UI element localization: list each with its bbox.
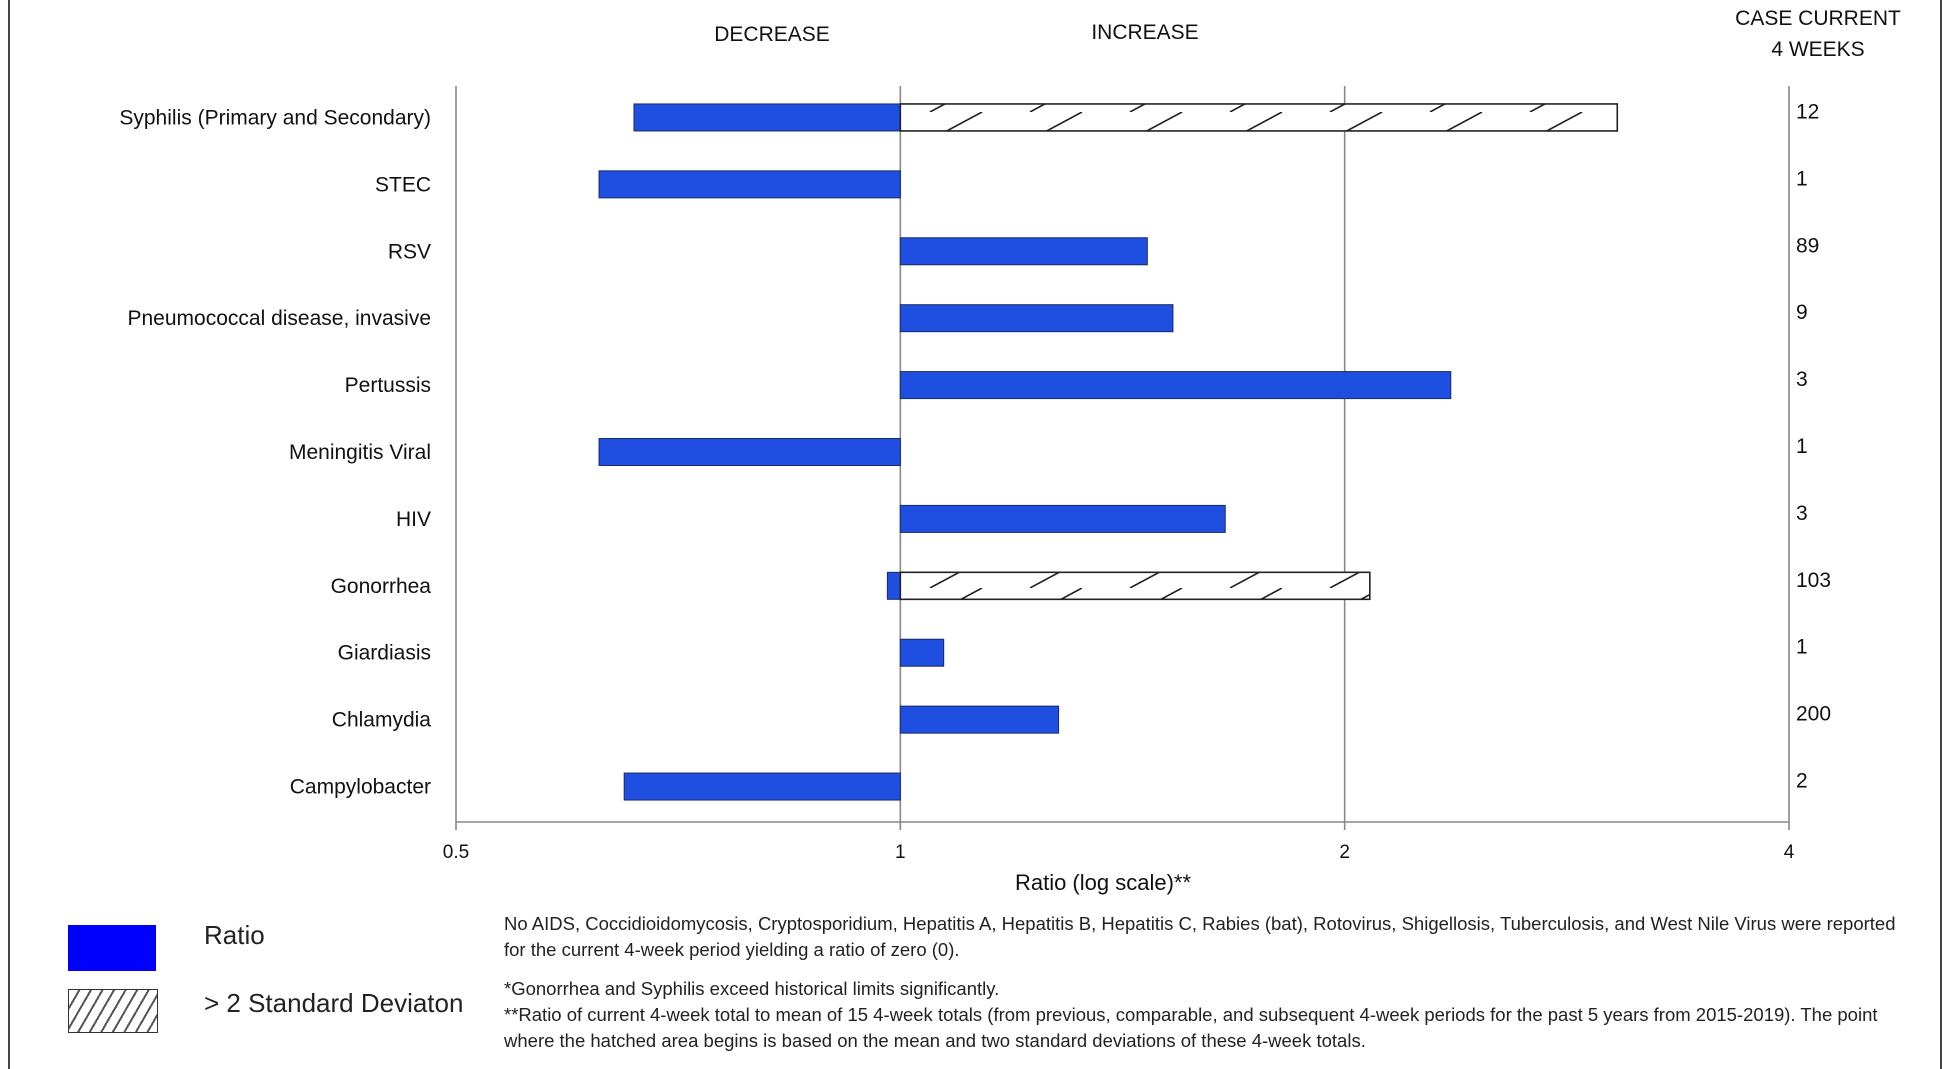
ratio-bar (623, 772, 901, 801)
ratio-bar (899, 638, 945, 667)
ratio-bar (899, 504, 1226, 533)
legend-ratio-label: Ratio (204, 920, 265, 950)
category-label: Syphilis (Primary and Secondary) (119, 106, 431, 129)
case-count: 200 (1796, 703, 1831, 726)
increase-label: INCREASE (1091, 21, 1198, 44)
ratio-bar (598, 438, 901, 466)
ratio-bar (899, 371, 1452, 400)
cases-header-line-1: CASE CURRENT (1735, 7, 1901, 30)
legend-sd-label: > 2 Standard Deviaton (204, 988, 464, 1018)
ratio-bar (886, 571, 901, 600)
x-axis-title: Ratio (log scale)** (1015, 870, 1192, 895)
x-tick-label: 2 (1339, 842, 1350, 863)
case-count: 103 (1796, 569, 1831, 592)
category-label: Giardiasis (338, 642, 431, 665)
chart-frame (8, 0, 1942, 1069)
ratio-bar (598, 170, 901, 199)
ratio-bar (633, 103, 901, 132)
category-label: STEC (375, 173, 431, 196)
sd-hatched-bar (899, 103, 1619, 132)
category-label: Pneumococcal disease, invasive (128, 307, 432, 330)
category-label: Gonorrhea (331, 575, 432, 598)
ratio-bar (899, 705, 1060, 734)
ratio-bar (899, 237, 1148, 266)
note-exceed-limits: *Gonorrhea and Syphilis exceed historica… (504, 978, 1000, 999)
x-tick-label: 4 (1784, 842, 1795, 863)
legend-ratio-swatch (68, 925, 156, 971)
category-label: Campylobacter (290, 776, 431, 799)
category-label: Meningitis Viral (289, 441, 431, 464)
category-label: RSV (388, 240, 431, 263)
cases-header-line-2: 4 WEEKS (1771, 38, 1864, 61)
category-label: HIV (396, 508, 431, 531)
category-label: Pertussis (345, 374, 431, 397)
decrease-label: DECREASE (714, 23, 830, 46)
case-count: 3 (1796, 368, 1808, 391)
case-count: 3 (1796, 502, 1808, 525)
x-tick-label: 1 (895, 842, 906, 863)
note-zero-reported: No AIDS, Coccidioidomycosis, Cryptospori… (504, 913, 1896, 960)
case-count: 89 (1796, 234, 1819, 257)
case-count: 2 (1796, 770, 1808, 793)
x-tick-label: 0.5 (443, 842, 469, 863)
case-count: 1 (1796, 167, 1808, 190)
case-count: 12 (1796, 100, 1819, 123)
category-label: Chlamydia (332, 709, 432, 732)
legend-sd-swatch (68, 989, 158, 1033)
note-ratio-definition: **Ratio of current 4-week total to mean … (504, 1004, 1878, 1051)
ratio-bar (899, 304, 1174, 333)
case-count: 1 (1796, 435, 1808, 458)
case-count: 9 (1796, 301, 1808, 324)
sd-hatched-bar (899, 571, 1371, 601)
case-count: 1 (1796, 636, 1808, 659)
